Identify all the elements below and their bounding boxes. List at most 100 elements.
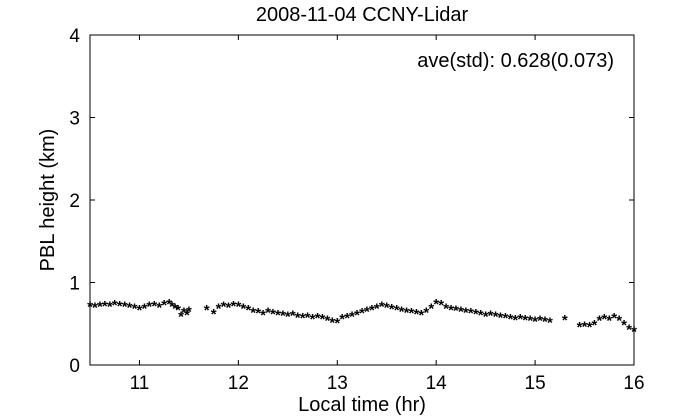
data-point: *	[458, 304, 464, 321]
data-point: *	[221, 299, 227, 316]
data-point: *	[295, 309, 301, 326]
data-point: *	[384, 299, 390, 316]
data-point: *	[354, 307, 360, 324]
data-point: *	[339, 311, 345, 328]
data-point: *	[156, 299, 162, 316]
data-point: *	[230, 298, 236, 315]
data-point: *	[175, 302, 181, 319]
data-point: *	[606, 313, 612, 330]
data-point: *	[473, 306, 479, 323]
data-point: *	[577, 319, 583, 336]
data-point: *	[235, 299, 241, 316]
data-point: *	[418, 307, 424, 324]
data-point: *	[532, 313, 538, 330]
data-point: *	[438, 297, 444, 314]
data-point: *	[315, 310, 321, 327]
data-point: *	[324, 313, 330, 330]
data-point: *	[184, 307, 190, 324]
data-point: *	[270, 306, 276, 323]
data-point: *	[611, 310, 617, 327]
data-point: *	[413, 306, 419, 323]
data-point: *	[320, 311, 326, 328]
data-point: *	[161, 297, 167, 314]
data-point: *	[290, 308, 296, 325]
x-axis-title: Local time (hr)	[298, 394, 426, 416]
data-point: *	[211, 306, 217, 323]
data-point: *	[631, 323, 637, 340]
data-point: *	[359, 305, 365, 322]
average-std-annotation: ave(std): 0.628(0.073)	[417, 50, 614, 72]
y-tick-label: 3	[69, 109, 80, 130]
data-point: *	[329, 314, 335, 331]
data-point: *	[151, 298, 157, 315]
data-point: *	[512, 312, 518, 329]
data-points: * * * * * * * * * * * * * * * * ******** * * * * * * * * * * * * * * * *…	[87, 296, 637, 340]
data-point: *	[122, 299, 128, 316]
data-point: *	[280, 308, 286, 325]
data-point: *	[181, 304, 187, 321]
data-point: *	[542, 313, 548, 330]
data-point: *	[507, 311, 513, 328]
y-tick-label: 0	[69, 356, 80, 377]
x-axis-ticks: 11 12 13 14 15 16	[130, 35, 645, 394]
data-point: *	[616, 313, 622, 330]
data-point: *	[137, 302, 143, 319]
data-point: *	[275, 307, 281, 324]
data-point: *	[409, 305, 415, 322]
data-point: *	[92, 299, 98, 316]
data-point: *	[547, 314, 553, 331]
data-point: *	[587, 319, 593, 336]
data-point: *	[592, 317, 598, 334]
data-point: *	[582, 318, 588, 335]
data-point: *	[117, 298, 123, 315]
data-point: *	[621, 317, 627, 334]
data-point: *	[423, 304, 429, 321]
data-point: *	[305, 309, 311, 326]
data-point: *	[334, 315, 340, 332]
data-point: *	[260, 307, 266, 324]
data-point: *	[448, 302, 454, 319]
data-point: *	[404, 304, 410, 321]
data-point: *	[517, 311, 523, 328]
data-point: *	[132, 300, 138, 317]
data-point: *	[364, 304, 370, 321]
data-point: *	[428, 300, 434, 317]
y-axis-title: PBL height (km)	[37, 129, 59, 272]
data-point: *	[107, 299, 113, 316]
data-point: *	[433, 296, 439, 313]
data-point: *	[245, 302, 251, 319]
data-point: *	[498, 309, 504, 326]
data-point: *	[522, 312, 528, 329]
x-tick-label: 13	[327, 373, 348, 394]
data-point: *	[394, 302, 400, 319]
data-point: *	[141, 300, 147, 317]
data-point: *	[468, 305, 474, 322]
data-point: *	[344, 310, 350, 327]
data-point: *	[166, 296, 172, 313]
x-tick-label: 12	[228, 373, 249, 394]
data-point: *	[527, 313, 533, 330]
data-point: *	[443, 300, 449, 317]
data-point: *	[178, 309, 184, 326]
data-point: *	[97, 299, 103, 316]
data-point: *	[601, 311, 607, 328]
data-point: *	[626, 322, 632, 339]
data-point: *	[349, 309, 355, 326]
data-point: *	[562, 312, 568, 329]
y-tick-label: 1	[69, 274, 80, 295]
data-point: *	[204, 302, 210, 319]
data-point: *	[493, 309, 499, 326]
data-point: *	[596, 313, 602, 330]
data-point: *	[399, 304, 405, 321]
data-point: *	[87, 299, 93, 316]
data-point: *	[186, 304, 192, 321]
data-point: *	[250, 304, 256, 321]
x-tick-label: 16	[623, 373, 644, 394]
data-point: *	[502, 310, 508, 327]
data-point: *	[369, 302, 375, 319]
data-point: *	[172, 300, 178, 317]
data-point: *	[300, 310, 306, 327]
data-point: *	[483, 309, 489, 326]
x-tick-label: 14	[426, 373, 448, 394]
